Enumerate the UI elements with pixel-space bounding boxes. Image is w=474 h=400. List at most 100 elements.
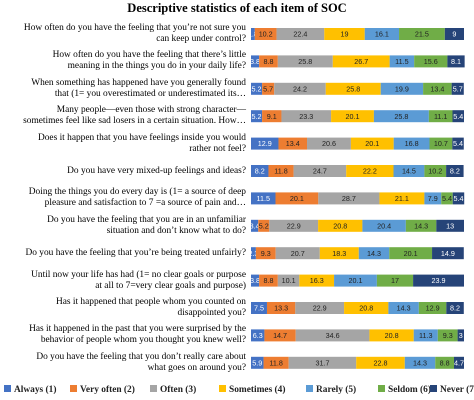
bar-segment	[254, 28, 277, 40]
bar-segment	[364, 28, 400, 40]
bar-segment	[278, 137, 308, 150]
bar-segment	[251, 137, 279, 150]
data-label: 20.1	[290, 194, 304, 203]
bar-segment	[331, 110, 374, 123]
bar-segment	[262, 82, 275, 95]
bar-segment	[281, 110, 332, 123]
bar-segment	[295, 329, 370, 342]
data-label: 9.1	[267, 112, 277, 121]
data-label: 28.7	[342, 194, 356, 203]
bar-segment	[325, 82, 381, 95]
bar-segment	[288, 356, 357, 369]
bar-segment	[393, 165, 425, 177]
legend-swatch	[306, 385, 313, 392]
bar-segment	[358, 247, 390, 260]
bar-segment	[379, 192, 425, 205]
data-label: 20.1	[345, 112, 359, 121]
data-label: 14.3	[414, 221, 428, 230]
data-label: 10.2	[428, 167, 442, 176]
legend-swatch	[4, 385, 11, 392]
bar-segment	[259, 55, 278, 68]
legend-label: Always (1)	[14, 385, 57, 395]
data-label: 10.1	[282, 276, 296, 285]
category-label: Do you have the feeling that you’re bein…	[25, 247, 247, 258]
bar-segment	[276, 28, 325, 40]
category-label: Many people—even those with strong chara…	[23, 105, 246, 127]
data-label: 10.7	[434, 139, 448, 148]
data-label: 21.1	[395, 194, 409, 203]
legend-label: Very often (2)	[80, 385, 135, 395]
bar-segment	[318, 219, 363, 232]
legend-item: Sometimes (4)	[219, 383, 286, 397]
legend-swatch	[70, 385, 77, 392]
category-label: Does it happen that you have feelings in…	[37, 132, 246, 154]
data-label: 19.9	[395, 84, 409, 93]
bar-segment	[405, 219, 437, 232]
category-label: When something has happened have you gen…	[31, 77, 246, 99]
bar-segment	[263, 356, 289, 369]
data-label: 10.2	[259, 30, 273, 39]
legend-item: Always (1)	[4, 383, 56, 397]
data-label: 20.8	[333, 221, 347, 230]
bar-segment	[350, 137, 394, 150]
legend-swatch	[430, 385, 437, 392]
data-label: 15.6	[424, 57, 438, 66]
bar-segment	[376, 274, 414, 287]
bar-segment	[264, 329, 296, 342]
bar-segment	[446, 302, 464, 314]
category-label: Doing the things you do every day is (1=…	[28, 187, 246, 209]
data-label: 24.7	[313, 167, 327, 176]
data-label: 20.8	[385, 331, 399, 340]
category-label: Do you have very mixed-up feelings and i…	[67, 165, 246, 176]
bar-segment	[452, 192, 465, 205]
legend-swatch	[150, 385, 157, 392]
data-label: 11.5	[257, 194, 270, 203]
data-label: 18.3	[332, 249, 346, 258]
data-label: 22.9	[287, 221, 301, 230]
bar-segment	[258, 219, 270, 232]
bar-segment	[324, 28, 365, 40]
data-label: 11.8	[274, 167, 287, 176]
data-label: 12.9	[258, 139, 272, 148]
bar-segment	[423, 82, 452, 95]
bar-segment	[414, 55, 448, 68]
bar-segment	[452, 110, 464, 123]
legend-item: Never (7)	[430, 383, 474, 397]
bar-segment	[251, 274, 260, 287]
bar-segment	[251, 28, 255, 40]
bar-segment	[255, 247, 276, 260]
bar-segment	[275, 192, 319, 205]
bar-segment	[373, 110, 429, 123]
category-label: Do you have the feeling that you don’t r…	[36, 351, 246, 373]
legend-label: Seldom (6)	[388, 385, 431, 395]
data-label: 8.2	[255, 167, 265, 176]
data-label: 22.8	[374, 358, 388, 367]
data-label: 3.4	[250, 221, 260, 230]
data-label: 26.7	[354, 57, 368, 66]
bar-segment	[457, 329, 464, 342]
bar-segment	[393, 137, 430, 150]
data-label: 25.8	[298, 57, 312, 66]
data-label: 7.9	[428, 194, 438, 203]
bar-segment	[251, 82, 263, 95]
data-label: 8.8	[440, 358, 450, 367]
bar-segment	[251, 329, 265, 342]
bar-segment	[295, 302, 345, 314]
data-label: 3.8	[250, 57, 260, 66]
bar-segment	[453, 356, 464, 369]
bar-segment	[404, 356, 436, 369]
data-label: 13.3	[274, 304, 288, 313]
data-label: 31.7	[315, 358, 329, 367]
data-label: 8.1	[451, 57, 461, 66]
bar-segment	[441, 192, 453, 205]
data-label: 14.9	[441, 249, 455, 258]
data-label: 1.8	[248, 30, 258, 39]
bar-segment	[429, 137, 453, 150]
data-label: 20.4	[377, 221, 391, 230]
data-label: 6.3	[253, 331, 263, 340]
data-label: 5.2	[259, 221, 269, 230]
bar-segment	[268, 165, 294, 177]
data-label: 3.8	[250, 276, 260, 285]
data-label: 3	[459, 331, 463, 340]
